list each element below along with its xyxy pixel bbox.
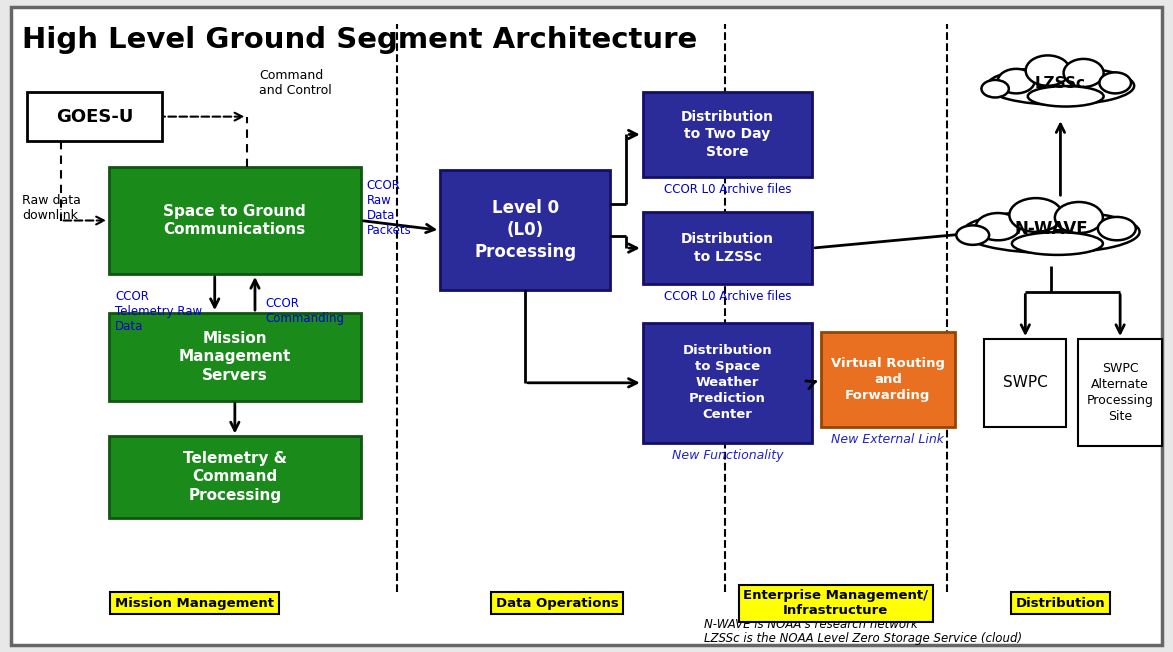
Ellipse shape xyxy=(1098,217,1135,241)
Text: Distribution
to Space
Weather
Prediction
Center: Distribution to Space Weather Prediction… xyxy=(683,344,772,421)
Ellipse shape xyxy=(1028,86,1104,106)
Ellipse shape xyxy=(976,213,1021,241)
Ellipse shape xyxy=(956,226,989,245)
Ellipse shape xyxy=(1025,55,1070,86)
Ellipse shape xyxy=(1012,232,1103,255)
Ellipse shape xyxy=(998,69,1035,93)
Ellipse shape xyxy=(982,80,1009,97)
Text: LZSSc is the NOAA Level Zero Storage Service (cloud): LZSSc is the NOAA Level Zero Storage Ser… xyxy=(704,632,1022,645)
Text: CCOR L0 Archive files: CCOR L0 Archive files xyxy=(664,183,792,196)
Text: CCOR L0 Archive files: CCOR L0 Archive files xyxy=(664,290,792,303)
FancyBboxPatch shape xyxy=(11,7,1162,645)
Text: New Functionality: New Functionality xyxy=(672,449,784,462)
FancyBboxPatch shape xyxy=(440,170,610,290)
Ellipse shape xyxy=(963,211,1139,253)
Text: SWPC
Alternate
Processing
Site: SWPC Alternate Processing Site xyxy=(1086,362,1153,423)
Ellipse shape xyxy=(1010,198,1063,232)
Text: CCOR
Commanding: CCOR Commanding xyxy=(266,297,345,325)
Text: CCOR
Raw
Data
Packets: CCOR Raw Data Packets xyxy=(366,179,412,237)
Text: Raw data
downlink: Raw data downlink xyxy=(22,194,81,222)
Text: Distribution
to Two Day
Store: Distribution to Two Day Store xyxy=(682,110,774,159)
FancyBboxPatch shape xyxy=(643,93,813,177)
Text: GOES-U: GOES-U xyxy=(56,108,133,126)
FancyBboxPatch shape xyxy=(643,213,813,284)
FancyBboxPatch shape xyxy=(109,436,360,518)
Text: Command
and Control: Command and Control xyxy=(259,69,332,97)
Text: SWPC: SWPC xyxy=(1003,376,1047,391)
Text: N-WAVE: N-WAVE xyxy=(1015,220,1087,238)
Text: Telemetry &
Command
Processing: Telemetry & Command Processing xyxy=(183,451,287,503)
Text: Distribution: Distribution xyxy=(1016,597,1105,610)
FancyBboxPatch shape xyxy=(984,339,1066,426)
Text: Space to Ground
Communications: Space to Ground Communications xyxy=(163,203,306,237)
Text: N-WAVE is NOAA's research network: N-WAVE is NOAA's research network xyxy=(704,618,917,631)
FancyBboxPatch shape xyxy=(109,167,360,274)
FancyBboxPatch shape xyxy=(27,93,162,141)
Text: Mission
Management
Servers: Mission Management Servers xyxy=(178,331,291,383)
FancyBboxPatch shape xyxy=(109,313,360,401)
Ellipse shape xyxy=(986,67,1134,105)
Text: Mission Management: Mission Management xyxy=(115,597,274,610)
Text: New External Link: New External Link xyxy=(832,433,944,446)
Text: Enterprise Management/
Infrastructure: Enterprise Management/ Infrastructure xyxy=(744,589,928,617)
Text: CCOR
Telemetry Raw
Data: CCOR Telemetry Raw Data xyxy=(115,290,202,333)
Text: Distribution
to LZSSc: Distribution to LZSSc xyxy=(682,233,774,264)
Text: Data Operations: Data Operations xyxy=(496,597,618,610)
Ellipse shape xyxy=(1099,72,1131,93)
Text: Virtual Routing
and
Forwarding: Virtual Routing and Forwarding xyxy=(830,357,944,402)
Ellipse shape xyxy=(1055,202,1103,233)
Text: Level 0
(L0)
Processing: Level 0 (L0) Processing xyxy=(474,199,576,261)
FancyBboxPatch shape xyxy=(1078,339,1162,446)
Text: High Level Ground Segment Architecture: High Level Ground Segment Architecture xyxy=(22,26,698,54)
Ellipse shape xyxy=(1064,59,1104,87)
Text: LZSSc: LZSSc xyxy=(1035,76,1086,91)
FancyBboxPatch shape xyxy=(821,333,955,426)
FancyBboxPatch shape xyxy=(643,323,813,443)
